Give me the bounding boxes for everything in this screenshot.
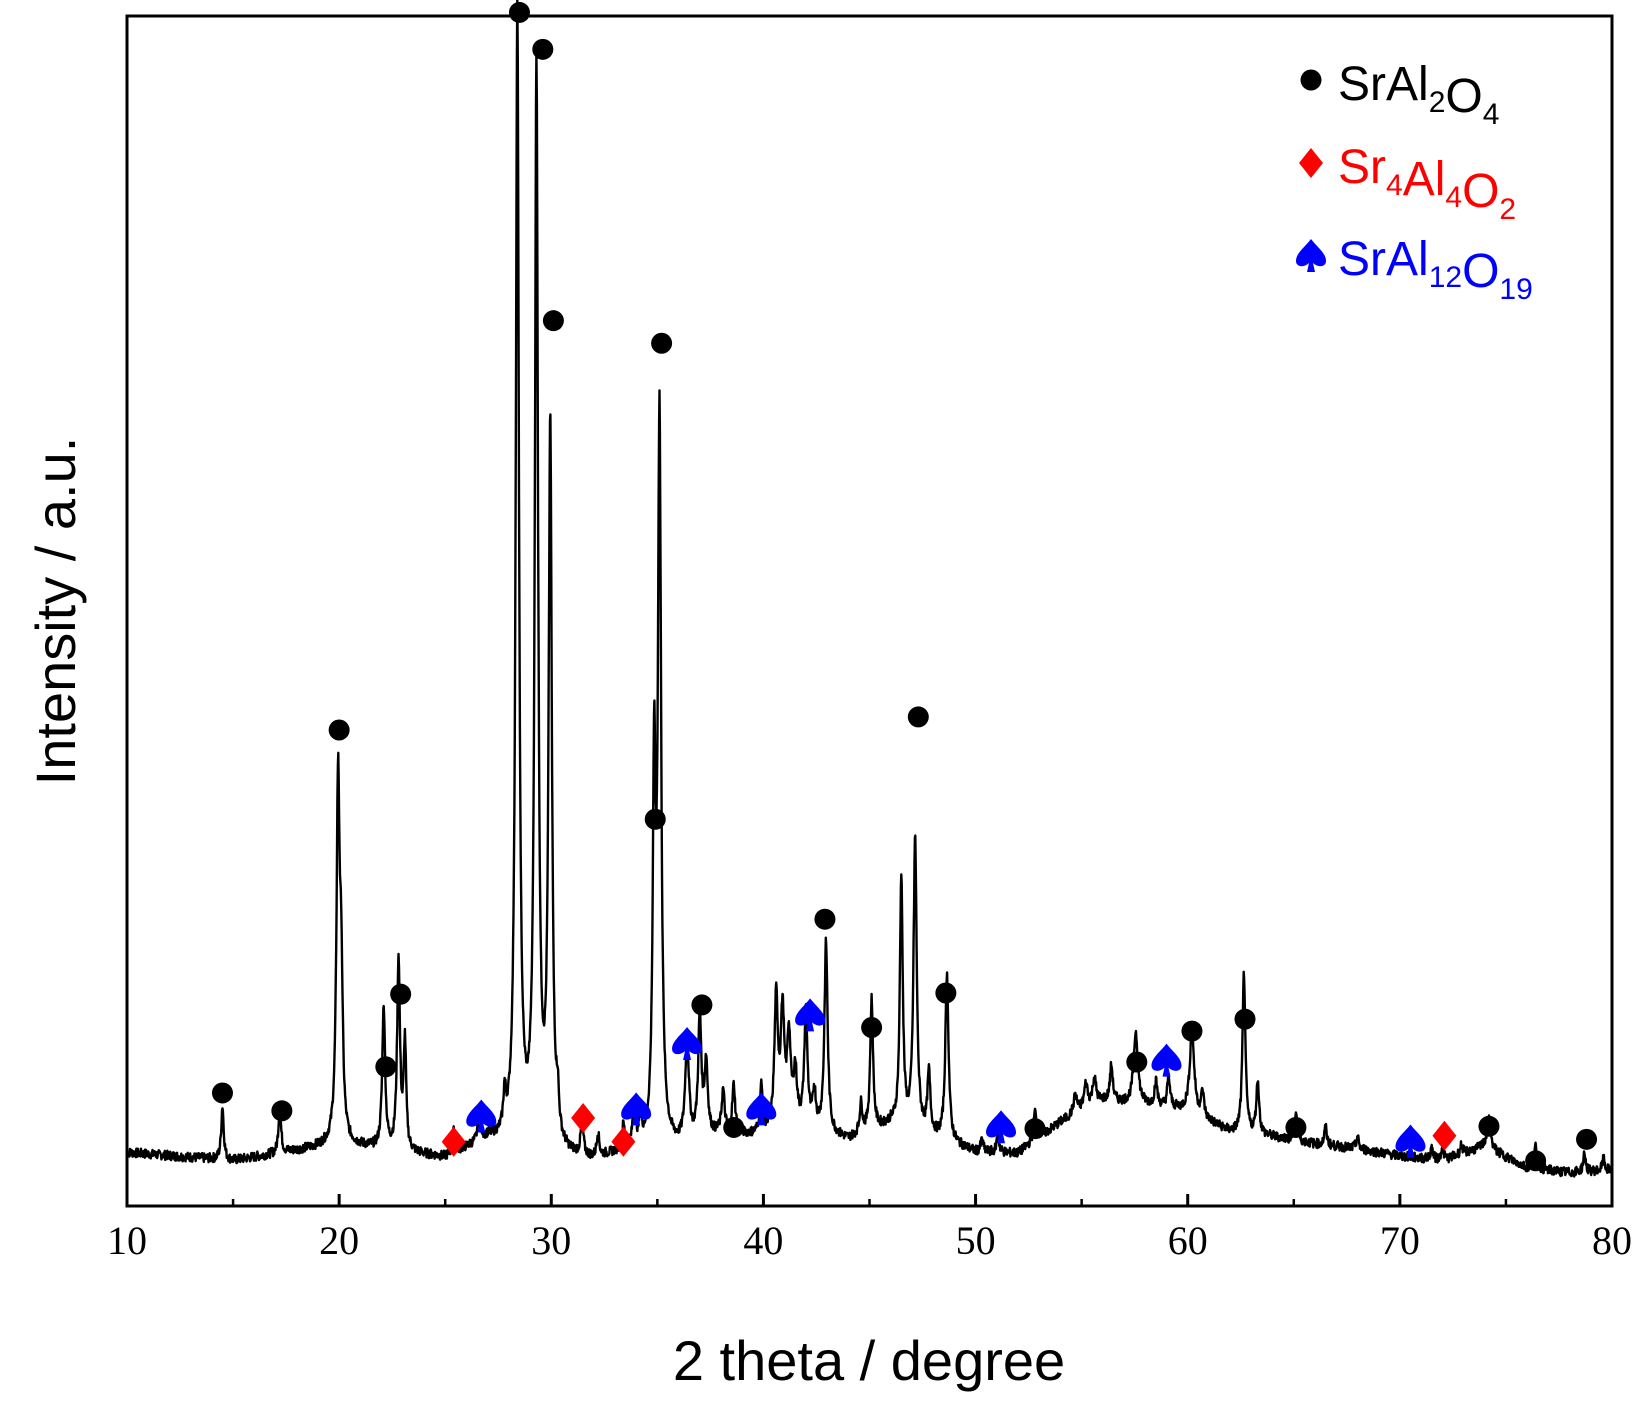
- x-tick-label: 10: [107, 1218, 147, 1263]
- phase-marker-SrAl2O4: [1024, 1118, 1046, 1140]
- legend-label-Sr4Al4O2: Sr4Al4O2: [1338, 141, 1516, 226]
- phase-marker-Sr4Al4O2: [1432, 1120, 1457, 1151]
- phase-marker-SrAl2O4: [691, 994, 713, 1016]
- legend-item-SrAl2O4: SrAl2O4: [1300, 58, 1499, 131]
- xrd-pattern-line: [125, 0, 1614, 1178]
- phase-marker-SrAl12O19: [746, 1092, 777, 1126]
- phase-marker-SrAl2O4: [814, 908, 836, 930]
- legend-item-Sr4Al4O2: Sr4Al4O2: [1299, 141, 1516, 226]
- phase-marker-SrAl2O4: [271, 1100, 293, 1122]
- legend-marker-SrAl2O4: [1300, 69, 1322, 91]
- phase-marker-SrAl2O4: [644, 808, 666, 830]
- phase-marker-SrAl2O4: [375, 1056, 397, 1078]
- phase-marker-SrAl12O19: [1395, 1124, 1426, 1158]
- x-tick-label: 20: [319, 1218, 359, 1263]
- phase-marker-SrAl2O4: [532, 38, 554, 60]
- phase-marker-SrAl2O4: [211, 1082, 233, 1104]
- x-tick-label: 40: [743, 1218, 783, 1263]
- phase-marker-SrAl2O4: [1234, 1008, 1256, 1030]
- phase-marker-Sr4Al4O2: [571, 1102, 596, 1133]
- phase-marker-SrAl2O4: [651, 332, 673, 354]
- plot-area: [125, 0, 1614, 1178]
- phase-marker-SrAl2O4: [1478, 1115, 1500, 1137]
- legend-label-SrAl12O19: SrAl12O19: [1338, 233, 1533, 306]
- phase-marker-SrAl2O4: [1525, 1150, 1547, 1172]
- phase-marker-SrAl2O4: [1576, 1128, 1598, 1150]
- phase-marker-Sr4Al4O2: [611, 1126, 636, 1157]
- phase-marker-SrAl2O4: [1126, 1051, 1148, 1073]
- x-tick-label: 30: [531, 1218, 571, 1263]
- phase-marker-SrAl2O4: [328, 719, 350, 741]
- phase-marker-SrAl2O4: [1285, 1116, 1307, 1138]
- phase-marker-SrAl2O4: [935, 982, 957, 1004]
- x-tick-label: 50: [956, 1218, 996, 1263]
- phase-marker-SrAl2O4: [1181, 1020, 1203, 1042]
- y-axis-title: Intensity / a.u.: [24, 437, 87, 786]
- phase-marker-SrAl2O4: [861, 1017, 883, 1038]
- phase-marker-SrAl2O4: [542, 310, 564, 332]
- x-axis-title: 2 theta / degree: [673, 1329, 1065, 1392]
- phase-marker-Sr4Al4O2: [441, 1126, 466, 1157]
- phase-marker-SrAl12O19: [672, 1026, 703, 1060]
- x-tick-label: 70: [1380, 1218, 1420, 1263]
- x-axis: 10 20 30 40 50 60 70 80: [107, 1194, 1632, 1263]
- legend-label-SrAl2O4: SrAl2O4: [1338, 58, 1499, 131]
- phase-marker-SrAl2O4: [907, 706, 929, 728]
- phase-marker-SrAl12O19: [1151, 1043, 1182, 1077]
- phase-marker-SrAl2O4: [723, 1116, 745, 1138]
- phase-marker-SrAl2O4: [508, 1, 530, 23]
- x-tick-label: 60: [1168, 1218, 1208, 1263]
- phase-marker-SrAl12O19: [795, 998, 826, 1032]
- phase-marker-SrAl2O4: [390, 983, 412, 1005]
- phase-marker-SrAl12O19: [466, 1099, 497, 1133]
- legend-marker-SrAl12O19: [1296, 239, 1326, 272]
- x-tick-label: 80: [1592, 1218, 1632, 1263]
- phase-marker-SrAl12O19: [986, 1110, 1017, 1144]
- legend-item-SrAl12O19: SrAl12O19: [1296, 233, 1533, 306]
- phase-marker-SrAl12O19: [621, 1092, 652, 1126]
- legend-marker-Sr4Al4O2: [1299, 148, 1323, 178]
